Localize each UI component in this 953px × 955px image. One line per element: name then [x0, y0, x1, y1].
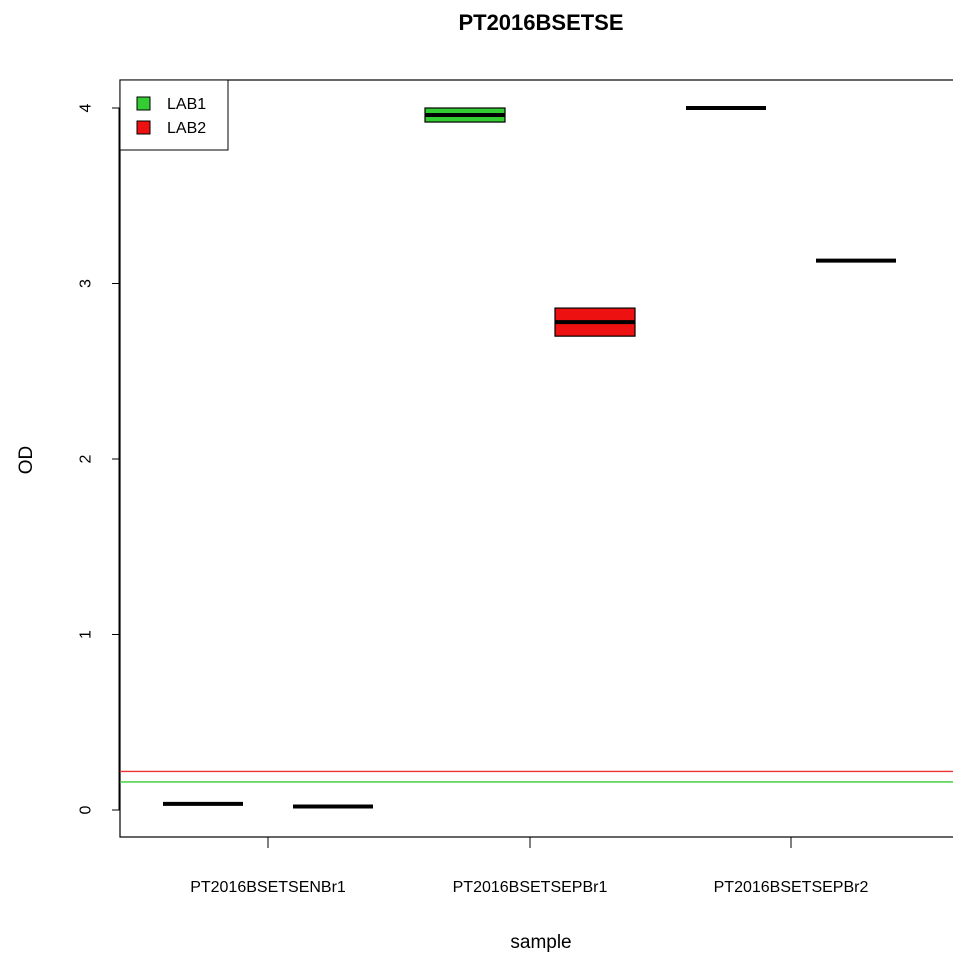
legend-frame [119, 79, 229, 151]
x-tick-label-2: PT2016BSETSEPBr1 [453, 879, 608, 896]
x-axis-label: sample [510, 932, 571, 953]
legend-swatch-lab2 [136, 120, 151, 135]
y-axis-label: OD [16, 446, 37, 475]
legend-label-lab1: LAB1 [167, 96, 206, 113]
box-marks [163, 106, 896, 809]
y-tick-label-4: 4 [78, 103, 95, 112]
x-axis: PT2016BSETSENBr1 PT2016BSETSEPBr1 PT2016BS… [190, 836, 869, 896]
legend: LAB1 LAB2 [119, 79, 229, 151]
y-tick-label-3: 3 [78, 279, 95, 288]
legend-swatch-lab1 [136, 96, 151, 111]
y-tick-label-2: 2 [78, 454, 95, 463]
y-tick-label-1: 1 [78, 630, 95, 639]
y-tick-label-0: 0 [78, 805, 95, 814]
cutoff-lines [120, 770, 953, 783]
plot-frame [119, 79, 953, 838]
x-tick-label-1: PT2016BSETSENBr1 [190, 879, 346, 896]
x-tick-label-3: PT2016BSETSEPBr2 [714, 879, 869, 896]
legend-label-lab2: LAB2 [167, 120, 206, 137]
y-axis: 0 1 2 3 4 [78, 103, 120, 814]
chart-title: PT2016BSETSE [458, 10, 623, 35]
